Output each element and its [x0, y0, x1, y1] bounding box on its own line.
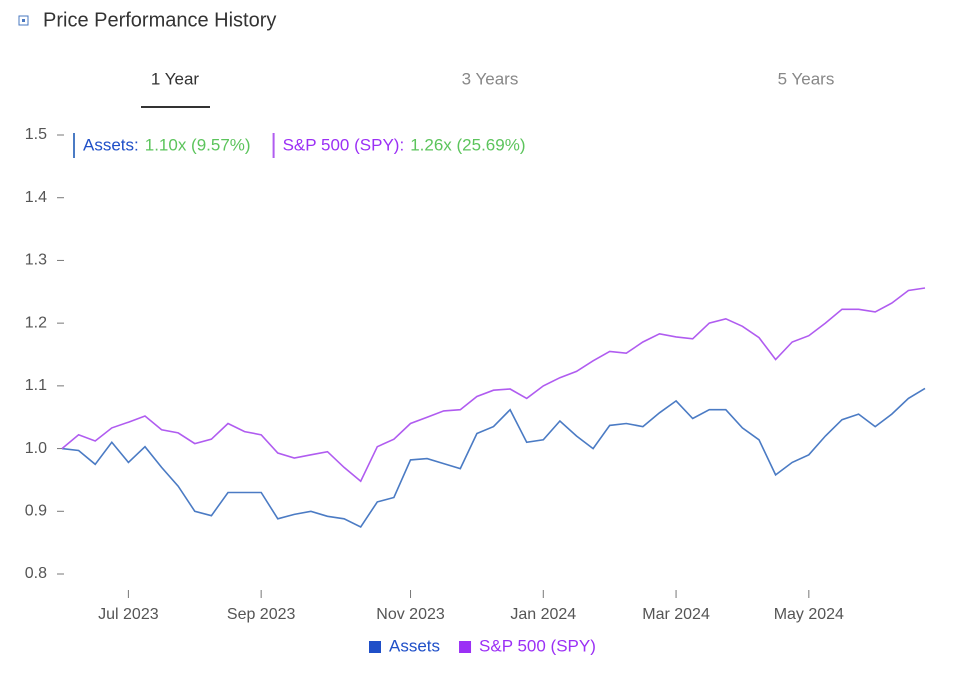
- tab[interactable]: 5 Years: [778, 69, 835, 88]
- title-icon-dot: [22, 19, 25, 22]
- y-tick-label: 0.9: [25, 503, 47, 520]
- legend-swatch: [459, 641, 472, 653]
- x-tick-label: Mar 2024: [642, 606, 710, 623]
- tab[interactable]: 3 Years: [462, 69, 519, 88]
- legend-label: S&P 500 (SPY): [479, 636, 596, 655]
- y-tick-label: 1.5: [25, 126, 47, 143]
- x-tick-label: May 2024: [774, 606, 844, 623]
- x-tick-label: Nov 2023: [376, 606, 445, 623]
- header-legend-label: Assets:: [83, 135, 139, 154]
- header-legend-label: S&P 500 (SPY):: [283, 135, 405, 154]
- title-icon: [18, 15, 29, 26]
- y-tick-label: 1.0: [25, 440, 47, 457]
- y-tick-label: 0.8: [25, 565, 47, 582]
- series-line: [61, 387, 926, 529]
- x-tick-label: Jul 2023: [98, 606, 159, 623]
- legend-label: Assets: [389, 636, 440, 655]
- x-tick-label: Sep 2023: [227, 606, 296, 623]
- chart-title: Price Performance History: [43, 9, 276, 31]
- header-legend-value: 1.10x (9.57%): [145, 135, 251, 154]
- y-tick-label: 1.2: [25, 314, 47, 331]
- legend-swatch: [369, 641, 381, 653]
- y-tick-label: 1.4: [25, 189, 47, 206]
- y-tick-label: 1.3: [25, 252, 47, 269]
- x-tick-label: Jan 2024: [510, 606, 576, 623]
- header-legend-value: 1.26x (25.69%): [410, 135, 525, 154]
- y-tick-label: 1.1: [25, 377, 47, 394]
- series-line: [61, 287, 926, 483]
- tab[interactable]: 1 Year: [151, 69, 200, 88]
